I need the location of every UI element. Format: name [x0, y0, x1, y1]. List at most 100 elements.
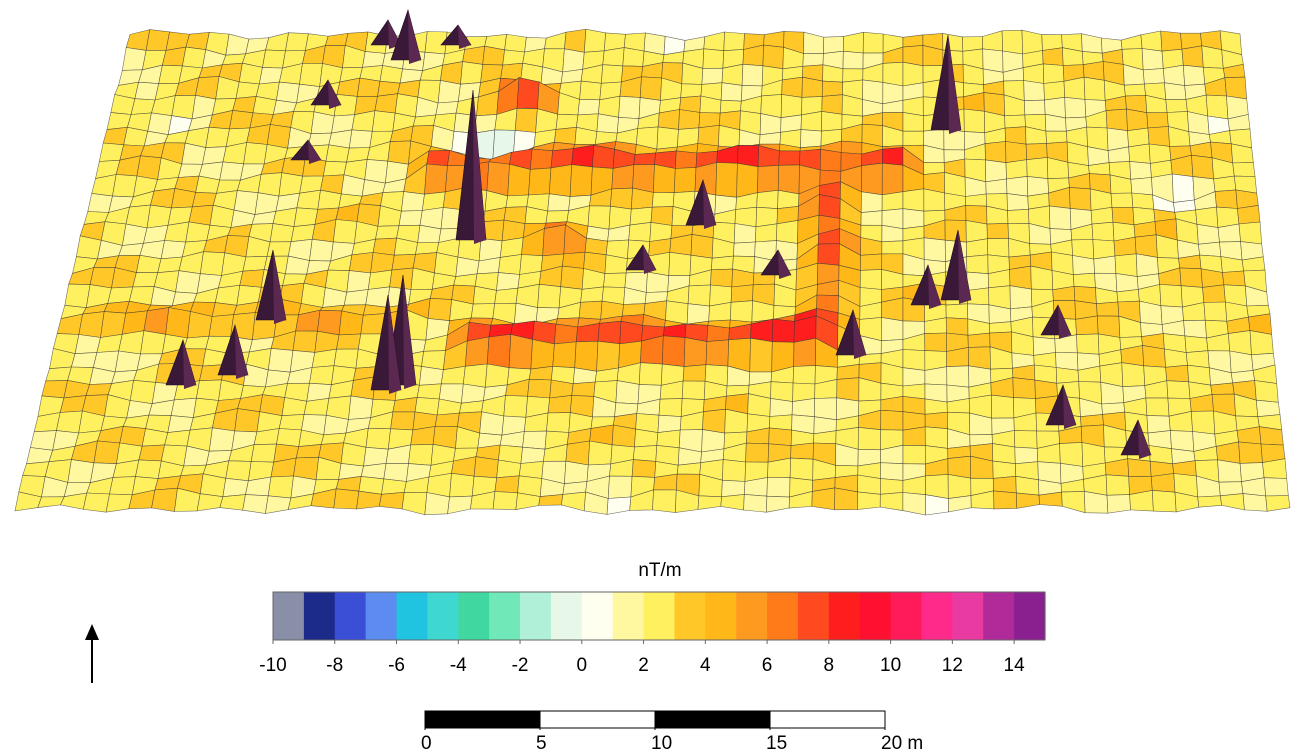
surface-cell [88, 193, 113, 212]
surface-cell [802, 77, 823, 97]
surface-cell [130, 380, 155, 403]
surface-cell [71, 353, 97, 368]
surface-cell [266, 33, 289, 51]
surface-cell [1013, 378, 1036, 399]
colorbar-segment [397, 592, 428, 640]
surface-cell [903, 131, 924, 145]
surface-cell [635, 429, 658, 447]
surface-cell [1096, 302, 1119, 316]
surface-cell [782, 77, 803, 97]
surface-cell [991, 395, 1014, 418]
surface-cell [1092, 222, 1114, 241]
surface-cell [161, 241, 186, 259]
surface-cell [1122, 363, 1145, 387]
surface-cell [925, 333, 947, 352]
surface-cell [612, 425, 636, 447]
surface-cell [1149, 446, 1173, 464]
surface-cell [822, 81, 843, 96]
surface-cell [1192, 155, 1214, 179]
surface-cell [861, 163, 882, 195]
surface-cell [821, 111, 842, 131]
scale-bar-segment [425, 711, 540, 728]
surface-cell [171, 188, 195, 208]
surface-cell [903, 445, 925, 464]
surface-cell [619, 96, 641, 119]
scale-bar-label: 10 [651, 733, 672, 754]
surface-cell [982, 31, 1002, 51]
surface-cell [1225, 77, 1247, 99]
surface-cell [639, 363, 662, 386]
colorbar-segment [427, 592, 458, 640]
surface-cell [1064, 77, 1085, 99]
surface-cell [926, 495, 949, 515]
scale-bar-segment [540, 711, 655, 728]
surface-cell [220, 495, 246, 511]
surface-cell [1024, 100, 1045, 115]
surface-cell [750, 338, 773, 372]
surface-cell [1093, 240, 1115, 260]
surface-cell [56, 411, 82, 433]
surface-cell [27, 448, 53, 464]
surface-cell [629, 222, 651, 241]
surface-cell [310, 239, 334, 261]
surface-cell [725, 409, 748, 433]
colorbar-segment [983, 592, 1014, 640]
surface-cell [523, 431, 547, 449]
surface-cell [1263, 459, 1287, 479]
surface-cell [263, 50, 286, 68]
surface-cell [903, 427, 925, 446]
surface-cell [681, 84, 702, 98]
surface-cell [135, 82, 159, 100]
page: nT/m -10-8-6-4-202468101214 05101520 m (… [0, 0, 1300, 755]
surface-cell [1152, 490, 1176, 512]
surface-cell [1076, 316, 1099, 335]
surface-cell [861, 211, 882, 226]
surface-cell [1007, 176, 1028, 196]
surface-cell [837, 364, 859, 379]
surface-cell [861, 192, 882, 213]
surface-cell [548, 194, 570, 211]
surface-cell [508, 164, 531, 196]
colorbar-segment [613, 592, 644, 640]
surface-cell [308, 133, 331, 146]
surface-cell [373, 238, 397, 255]
surface-cell [1185, 336, 1208, 353]
colorbar-segment [644, 592, 675, 640]
surface-cell [948, 474, 971, 498]
surface-cell [1130, 161, 1152, 179]
surface-cell [1206, 95, 1228, 119]
surface-cell [401, 192, 424, 212]
surface-cell [757, 190, 779, 208]
surface-cell [1198, 496, 1222, 507]
surface-cell [731, 285, 753, 303]
surface-cell [1239, 222, 1262, 244]
surface-cell [880, 479, 903, 495]
surface-cell [279, 173, 303, 197]
surface-cell [236, 82, 259, 99]
colorbar-tick-label: -4 [450, 655, 467, 676]
surface-cell [344, 290, 368, 306]
surface-cell [233, 96, 257, 112]
north-arrow [85, 624, 99, 683]
surface-cell [1033, 337, 1055, 356]
surface-cell [881, 298, 903, 321]
surface-cell [384, 463, 409, 481]
surface-cell [448, 496, 473, 514]
surface-cell [178, 164, 202, 178]
surface-cell [903, 396, 925, 414]
surface-cell [767, 478, 790, 498]
surface-cell [268, 476, 293, 498]
surface-cell [579, 301, 602, 319]
surface-cell [529, 168, 552, 195]
surface-cell [461, 384, 485, 403]
surface-cell [863, 32, 883, 53]
surface-cell [1204, 302, 1227, 321]
surface-cell [612, 165, 634, 189]
surface-cell [268, 348, 293, 372]
surface-cell [711, 269, 733, 287]
surface-cell [108, 287, 133, 304]
surface-cell [399, 211, 422, 226]
surface-cell [1142, 49, 1163, 70]
surface-cell [592, 145, 614, 168]
surface-cell [94, 441, 120, 464]
